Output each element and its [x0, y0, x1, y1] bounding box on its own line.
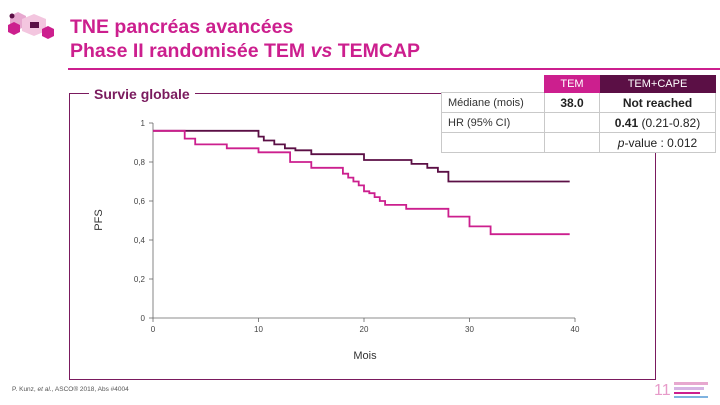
pvalue-cell: p-value : 0.012	[599, 132, 716, 153]
median-row: Médiane (mois) 38.0 Not reached	[441, 92, 716, 113]
pvalue-tem-empty	[544, 132, 600, 153]
y-tick-label: 0	[141, 314, 146, 323]
x-tick-label: 20	[360, 325, 369, 334]
hr-ci: (0.21-0.82)	[641, 115, 701, 130]
footer-ref: , ASCO® 2018, Abs #4004	[51, 386, 129, 393]
slide-title-line2: Phase II randomisée TEM vs TEMCAP	[70, 40, 420, 63]
median-temcap: Not reached	[599, 92, 716, 113]
meeting-logo-icon	[8, 12, 54, 39]
title-divider	[68, 68, 720, 70]
y-tick-label: 1	[141, 119, 146, 128]
x-tick-label: 30	[465, 325, 474, 334]
hr-row: HR (95% CI) 0.41 (0.21-0.82)	[441, 112, 716, 133]
x-tick-label: 40	[571, 325, 580, 334]
y-axis-label: PFS	[93, 209, 105, 230]
y-tick-label: 0,4	[134, 236, 146, 245]
results-header-blank	[442, 76, 545, 93]
pvalue-row: p-value : 0.012	[441, 132, 716, 153]
x-tick-label: 0	[151, 325, 156, 334]
svg-text:11: 11	[654, 382, 671, 399]
x-axis-label: Mois	[353, 350, 377, 362]
y-tick-label: 0,6	[134, 197, 146, 206]
chart-panel	[69, 93, 656, 380]
highlights-logo-icon: 11	[654, 382, 708, 399]
section-label: Survie globale	[89, 85, 195, 103]
footer-reference: P. Kunz, et al., ASCO® 2018, Abs #4004	[12, 386, 129, 393]
results-header-row: TEM TEM+CAPE	[442, 75, 716, 93]
slide-title-line1: TNE pancréas avancées	[70, 16, 294, 38]
pvalue-blank	[441, 132, 545, 153]
results-table: TEM TEM+CAPE Médiane (mois) 38.0 Not rea…	[441, 75, 716, 153]
hr-value: 0.41	[614, 115, 639, 130]
x-tick-label: 10	[254, 325, 263, 334]
pvalue-text: -value : 0.012	[624, 135, 698, 150]
hr-cell: 0.41 (0.21-0.82)	[599, 112, 716, 133]
col-header-tem: TEM	[544, 75, 600, 93]
hr-label: HR (95% CI)	[441, 112, 545, 133]
footer-authors: P. Kunz,	[12, 386, 38, 393]
km-curve-tem	[153, 129, 570, 236]
hr-tem-empty	[544, 112, 600, 133]
km-curve-tem-cape	[153, 129, 570, 183]
title-line2-vs: vs	[310, 40, 333, 62]
title-line2-end: TEMCAP	[332, 40, 421, 62]
y-tick-label: 0,8	[134, 158, 146, 167]
y-tick-label: 0,2	[134, 275, 146, 284]
median-tem: 38.0	[544, 92, 600, 113]
footer-etal: et al.	[37, 386, 52, 393]
pvalue-p: p	[617, 135, 625, 150]
col-header-temcap: TEM+CAPE	[599, 75, 716, 93]
median-label: Médiane (mois)	[441, 92, 545, 113]
title-line2-start: Phase II randomisée TEM	[70, 40, 311, 62]
